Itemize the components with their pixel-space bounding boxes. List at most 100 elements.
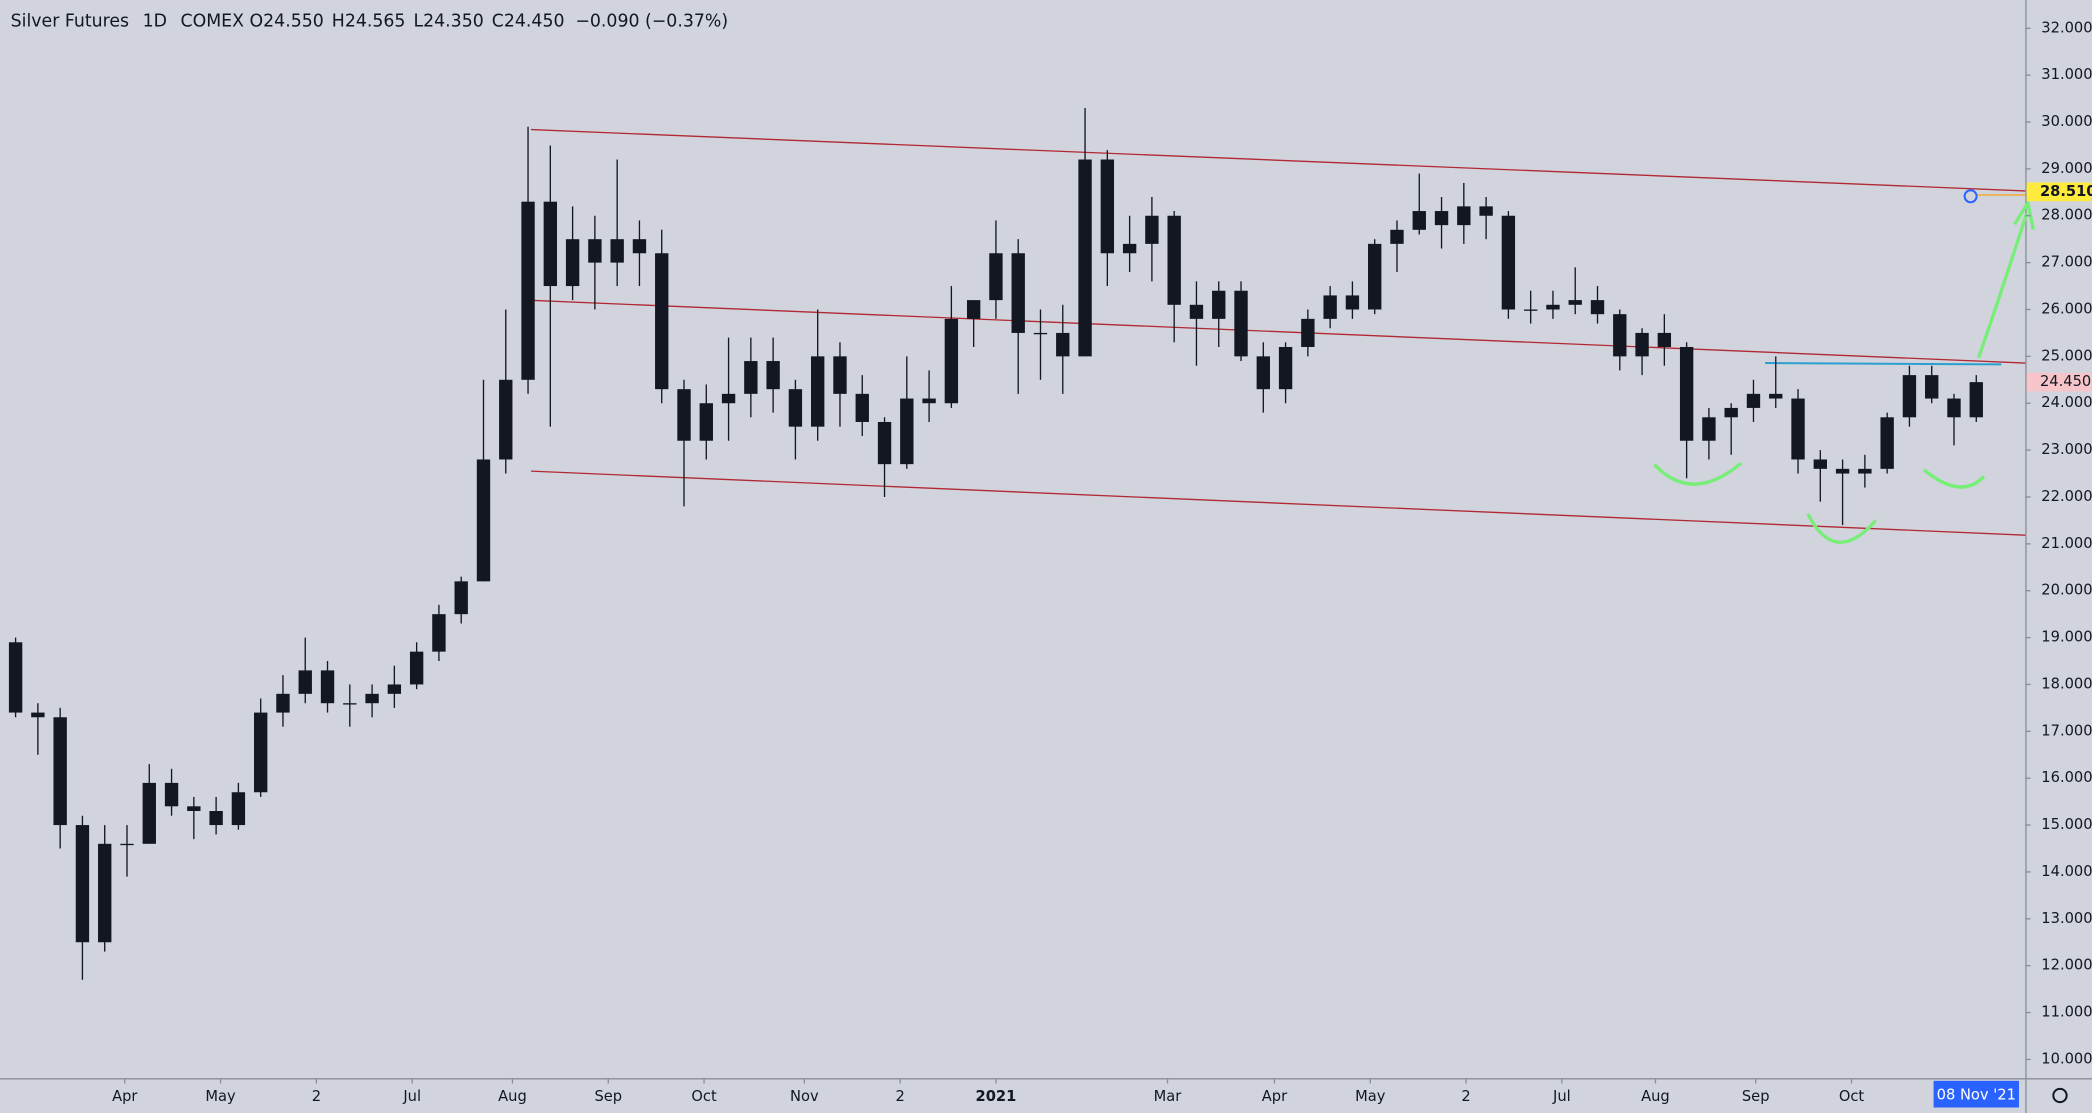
candle-body (476, 459, 491, 582)
x-tick-label: Apr (1262, 1088, 1288, 1105)
candle-body (565, 239, 580, 287)
candle-body (966, 300, 981, 319)
ohlc-prefix: H (332, 11, 345, 31)
right-shoulder (1922, 468, 1986, 489)
candle-body (1345, 295, 1360, 310)
candle-body (276, 693, 290, 713)
candle-body (142, 782, 156, 844)
x-tick-label: Mar (1154, 1088, 1183, 1105)
candle-body (833, 356, 847, 394)
candle-body (1835, 468, 1850, 474)
neckline (1765, 362, 2002, 366)
candle-body (744, 361, 758, 394)
price-label: 24.450 (2040, 373, 2091, 390)
ohlc-prefix: O (250, 11, 264, 31)
candle-body (1724, 407, 1738, 418)
candle-body (855, 393, 869, 422)
candle-body (1301, 318, 1315, 347)
candle-body (343, 703, 357, 705)
arrow-head (2013, 198, 2035, 230)
candle-body (1501, 215, 1516, 310)
price-label-bg (2026, 372, 2091, 392)
y-tick-label: 13.000 (2041, 910, 2092, 927)
candle-body (1412, 211, 1426, 230)
candle-body (53, 717, 67, 826)
candle-body (1769, 393, 1783, 399)
candle-body (1056, 332, 1070, 357)
candle-body (1100, 159, 1115, 254)
x-tick-label: Oct (691, 1088, 717, 1105)
y-tick-label: 18.000 (2041, 675, 2092, 692)
candle-body (1189, 304, 1204, 319)
y-tick-label: 28.000 (2041, 207, 2092, 224)
left-shoulder (1653, 461, 1743, 486)
candle-body (253, 712, 268, 793)
candle-body (1613, 314, 1627, 357)
candle-body (1590, 300, 1605, 315)
y-tick-label: 31.000 (2041, 66, 2092, 83)
y-tick-label: 30.000 (2041, 113, 2092, 130)
candle-body (1212, 290, 1226, 319)
candle-body (1568, 300, 1582, 305)
candle-body (98, 843, 112, 943)
candle-body (1078, 159, 1092, 357)
y-tick-label: 24.000 (2041, 394, 2092, 411)
candle-body (387, 684, 402, 694)
channel-bottom (530, 470, 2026, 536)
x-tick-label: May (205, 1088, 236, 1105)
gear[interactable] (2052, 1087, 2068, 1104)
price-label-bg (2026, 182, 2091, 202)
candle-body (677, 389, 691, 441)
candle-body (1457, 206, 1471, 226)
candle-body (1523, 309, 1538, 311)
y-tick-label: 27.000 (2041, 254, 2092, 271)
y-tick-label: 25.000 (2041, 347, 2092, 364)
settings-icon[interactable] (2052, 1087, 2068, 1104)
y-tick-label: 23.000 (2041, 441, 2092, 458)
candle-body (766, 361, 780, 390)
y-tick-label: 14.000 (2041, 863, 2092, 880)
candle-body (788, 389, 803, 427)
candle-body (8, 642, 23, 713)
change: −0.090 (−0.37%) (575, 11, 728, 31)
candle-body (75, 825, 90, 943)
ohlc-prefix: L (413, 11, 423, 31)
candle-body (543, 201, 558, 287)
candle-body (31, 712, 45, 718)
y-tick-label: 26.000 (2041, 300, 2092, 317)
candle-body (699, 403, 713, 441)
candle-body (1368, 243, 1382, 310)
candle-body (187, 806, 201, 812)
candle-body (632, 239, 647, 254)
price-label: 28.510 (2040, 183, 2092, 200)
y-tick-label: 32.000 (2041, 19, 2092, 36)
candle-body (1969, 382, 1983, 418)
crosshair-date: 08 Nov '21 (1937, 1087, 2016, 1104)
ohlc-value: 24.550 (263, 11, 324, 31)
candle-body (922, 398, 936, 404)
candle-body (231, 792, 246, 826)
candle-body (989, 253, 1003, 301)
candle-body (1657, 332, 1672, 347)
legend: Silver Futures 1D COMEX O24.550 H24.565 L2… (11, 11, 728, 31)
head (1806, 513, 1878, 544)
x-tick-label: Apr (112, 1088, 138, 1105)
candle-body (944, 318, 959, 404)
candle-body (432, 614, 446, 652)
candle-body (1947, 398, 1961, 418)
y-tick-label: 11.000 (2041, 1004, 2092, 1021)
candle-body (365, 693, 379, 704)
candle-body (900, 398, 914, 465)
target-arrow (1977, 213, 2029, 359)
x-tick-label: Sep (594, 1088, 622, 1105)
x-tick-label: Oct (1839, 1088, 1865, 1105)
candle-body (1702, 417, 1716, 441)
ohlc: O24.550 H24.565 L24.350 C24.450 (250, 11, 565, 31)
candle-body (1033, 332, 1048, 335)
x-tick-label: May (1355, 1088, 1386, 1105)
candle-body (1813, 459, 1827, 469)
ohlc-value: 24.350 (423, 11, 484, 31)
candle-body (1635, 332, 1649, 357)
